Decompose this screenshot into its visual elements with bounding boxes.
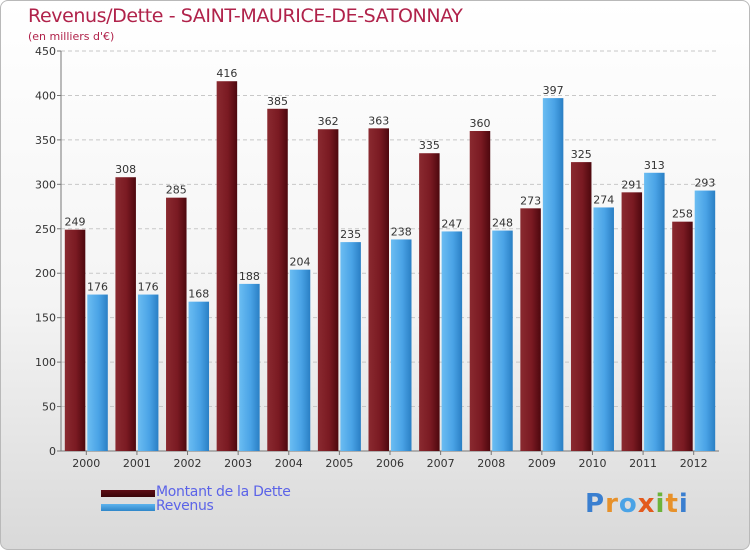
brand-letter: i bbox=[678, 489, 689, 519]
bar-revenus bbox=[239, 283, 260, 451]
bar-revenus bbox=[340, 242, 361, 451]
y-tick-label: 250 bbox=[35, 223, 56, 236]
bar-revenus bbox=[188, 301, 210, 451]
brand-logo: Proxiti bbox=[585, 489, 689, 519]
brand-letter: t bbox=[665, 489, 679, 519]
data-label-dette: 385 bbox=[267, 95, 288, 108]
x-tick-label: 2002 bbox=[174, 457, 202, 470]
data-label-revenus: 204 bbox=[290, 256, 311, 269]
bar-revenus bbox=[492, 230, 513, 451]
data-label-dette: 362 bbox=[318, 115, 339, 128]
y-tick-label: 150 bbox=[35, 312, 56, 325]
data-label-dette: 258 bbox=[672, 208, 693, 221]
data-label-revenus: 313 bbox=[644, 159, 665, 172]
chart-title: Revenus/Dette - SAINT-MAURICE-DE-SATONNA… bbox=[28, 5, 463, 27]
x-tick-label: 2001 bbox=[123, 457, 151, 470]
data-label-dette: 325 bbox=[571, 148, 592, 161]
data-label-dette: 360 bbox=[469, 117, 490, 130]
data-label-revenus: 168 bbox=[188, 288, 209, 301]
bar-revenus bbox=[391, 239, 412, 451]
bar-dette bbox=[166, 197, 187, 451]
x-tick-label: 2011 bbox=[629, 457, 657, 470]
x-tick-label: 2012 bbox=[680, 457, 708, 470]
bar-revenus bbox=[87, 294, 108, 451]
data-label-revenus: 247 bbox=[441, 217, 462, 230]
x-tick-label: 2007 bbox=[427, 457, 455, 470]
data-label-revenus: 293 bbox=[694, 177, 715, 190]
bar-revenus bbox=[644, 172, 665, 451]
data-label-dette: 416 bbox=[216, 67, 237, 80]
y-tick-label: 0 bbox=[49, 445, 56, 458]
legend-label-revenus: Revenus bbox=[156, 498, 214, 514]
data-label-revenus: 397 bbox=[543, 84, 564, 97]
bar-dette bbox=[317, 129, 339, 451]
bar-dette bbox=[419, 153, 440, 451]
data-label-revenus: 235 bbox=[340, 228, 361, 241]
bar-dette bbox=[672, 221, 693, 451]
x-tick-label: 2004 bbox=[275, 457, 303, 470]
bar-dette bbox=[115, 177, 136, 451]
y-tick-label: 50 bbox=[42, 401, 56, 414]
y-tick-label: 100 bbox=[35, 356, 56, 369]
x-tick-label: 2006 bbox=[376, 457, 404, 470]
bar-dette bbox=[621, 192, 643, 452]
data-label-dette: 308 bbox=[115, 163, 136, 176]
data-label-revenus: 176 bbox=[87, 281, 108, 294]
bar-revenus bbox=[542, 98, 564, 451]
x-tick-label: 2010 bbox=[578, 457, 606, 470]
bar-dette bbox=[368, 128, 389, 451]
y-tick-label: 400 bbox=[35, 89, 56, 102]
bar-revenus bbox=[441, 231, 463, 451]
legend-label-dette: Montant de la Dette bbox=[156, 484, 291, 500]
bar-revenus bbox=[694, 190, 716, 452]
bar-revenus bbox=[289, 269, 311, 451]
legend-swatch-dette bbox=[101, 490, 155, 497]
data-label-dette: 249 bbox=[65, 216, 86, 229]
data-label-revenus: 238 bbox=[391, 225, 412, 238]
brand-letter: i bbox=[655, 489, 666, 519]
data-label-dette: 285 bbox=[166, 184, 187, 197]
data-label-dette: 335 bbox=[419, 139, 440, 152]
bar-dette bbox=[469, 131, 491, 451]
bar-dette bbox=[570, 162, 592, 451]
x-tick-label: 2003 bbox=[224, 457, 252, 470]
x-tick-label: 2008 bbox=[477, 457, 505, 470]
x-tick-label: 2000 bbox=[72, 457, 100, 470]
bar-dette bbox=[64, 229, 86, 451]
brand-letter: x bbox=[637, 489, 656, 519]
data-label-dette: 291 bbox=[621, 178, 642, 191]
data-label-revenus: 188 bbox=[239, 270, 260, 283]
brand-letter: P bbox=[585, 489, 606, 519]
data-label-revenus: 176 bbox=[138, 281, 159, 294]
data-label-revenus: 248 bbox=[492, 217, 513, 230]
y-tick-label: 350 bbox=[35, 134, 56, 147]
brand-letter: r bbox=[605, 489, 619, 519]
data-label-dette: 363 bbox=[368, 114, 389, 127]
y-tick-label: 200 bbox=[35, 267, 56, 280]
legend-swatch-revenus bbox=[101, 504, 155, 511]
x-tick-label: 2005 bbox=[325, 457, 353, 470]
x-tick-label: 2009 bbox=[528, 457, 556, 470]
brand-letter: o bbox=[618, 489, 638, 519]
y-tick-label: 300 bbox=[35, 178, 56, 191]
bar-revenus bbox=[137, 294, 159, 451]
bar-dette bbox=[267, 108, 288, 452]
bar-dette bbox=[216, 81, 238, 451]
bar-dette bbox=[520, 208, 541, 451]
data-label-revenus: 274 bbox=[593, 193, 614, 206]
bar-revenus bbox=[593, 207, 614, 451]
y-tick-label: 450 bbox=[35, 45, 56, 58]
y-unit-label: (en milliers d'€) bbox=[28, 30, 115, 43]
data-label-dette: 273 bbox=[520, 194, 541, 207]
